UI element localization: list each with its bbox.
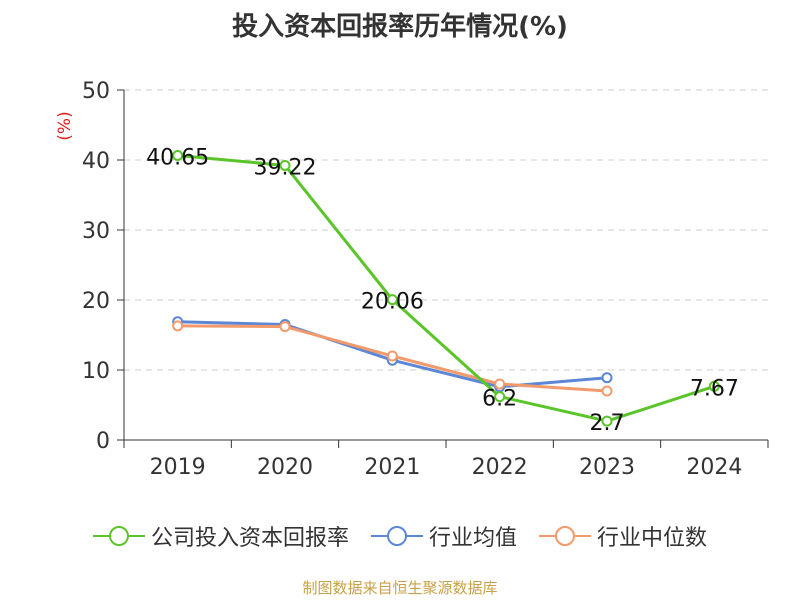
- legend-item-industry-mean[interactable]: 行业均值: [370, 520, 517, 552]
- series-point-0: [386, 294, 398, 306]
- series-point-0: [601, 415, 613, 427]
- x-tick-label: 2021: [364, 455, 420, 480]
- x-tick-label: 2019: [150, 455, 206, 480]
- y-tick-label: 20: [82, 289, 110, 314]
- legend-item-company[interactable]: 公司投入资本回报率: [92, 520, 349, 552]
- legend-marker-company: [92, 526, 145, 546]
- data-source-note: 制图数据来自恒生聚源数据库: [302, 579, 498, 597]
- y-axis-label: (%): [55, 111, 75, 140]
- legend: 公司投入资本回报率 行业均值 行业中位数: [0, 520, 800, 552]
- data-label: 40.65: [146, 145, 209, 170]
- series-point-0: [708, 380, 720, 392]
- series-point-0: [279, 159, 291, 171]
- series-point-2: [386, 350, 398, 362]
- data-label: 2.7: [590, 411, 625, 436]
- legend-marker-industry-median: [539, 526, 591, 546]
- series-point-2: [494, 378, 506, 390]
- legend-label-industry-mean: 行业均值: [428, 526, 517, 551]
- series-point-0: [172, 149, 184, 161]
- data-label: 7.67: [690, 376, 739, 401]
- data-label: 20.06: [361, 290, 424, 315]
- x-tick-label: 2022: [472, 455, 528, 480]
- y-tick-label: 0: [96, 429, 110, 454]
- series-point-2: [172, 320, 184, 332]
- x-tick-label: 2024: [686, 455, 742, 480]
- x-tick-label: 2023: [579, 455, 635, 480]
- y-tick-label: 30: [82, 219, 110, 244]
- series-point-0: [494, 391, 506, 403]
- data-label: 39.22: [254, 155, 317, 180]
- legend-item-industry-median[interactable]: 行业中位数: [539, 520, 707, 552]
- legend-label-company: 公司投入资本回报率: [150, 526, 349, 551]
- legend-marker-industry-mean: [370, 526, 423, 546]
- y-tick-label: 10: [82, 359, 110, 384]
- chart-title: 投入资本回报率历年情况(%): [232, 12, 568, 42]
- x-tick-label: 2020: [257, 455, 313, 480]
- y-tick-label: 40: [82, 149, 110, 174]
- series-line-0: [177, 153, 715, 423]
- data-label: 6.2: [482, 387, 517, 412]
- series-point-2: [601, 385, 613, 397]
- legend-label-industry-median: 行业中位数: [597, 526, 708, 551]
- series-point-1: [601, 372, 613, 384]
- y-tick-label: 50: [82, 79, 110, 104]
- series-point-2: [279, 321, 291, 333]
